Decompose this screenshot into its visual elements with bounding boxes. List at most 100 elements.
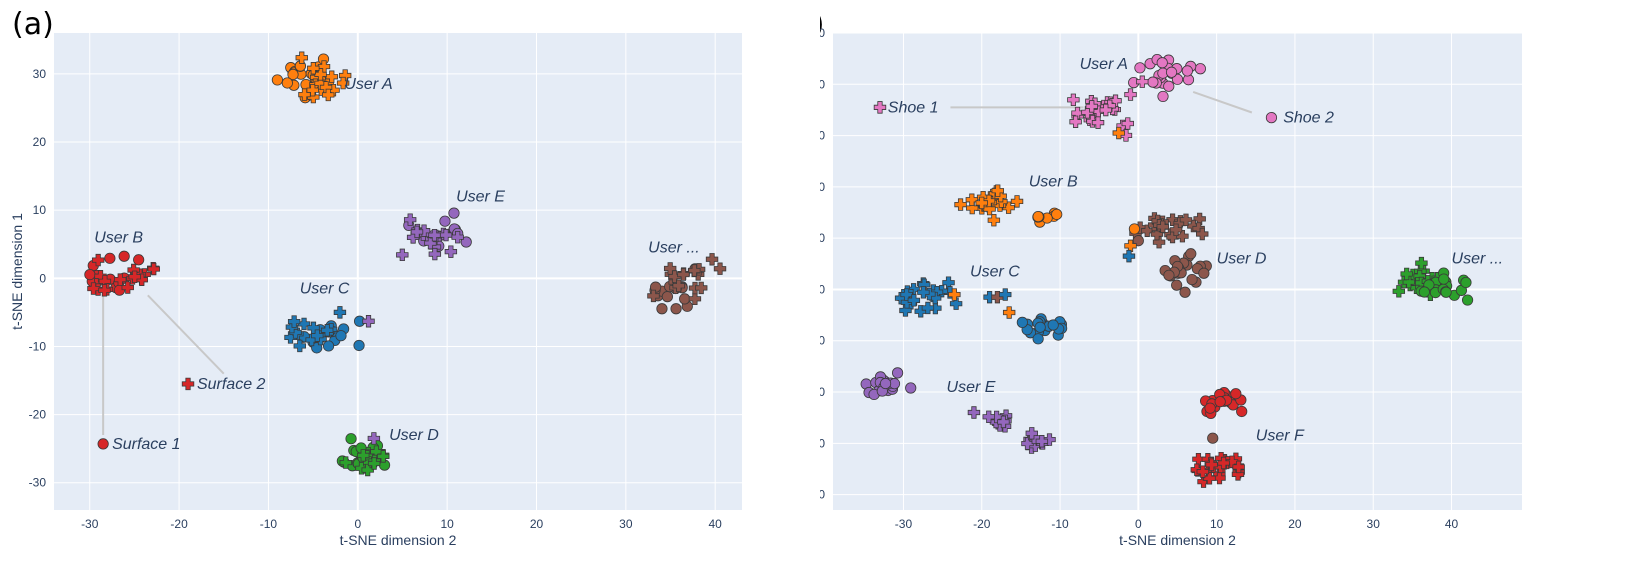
- data-point: [1214, 396, 1226, 408]
- annotation-label: User ...: [648, 240, 700, 257]
- y-tick-label: 30: [33, 67, 47, 81]
- data-point: [1103, 99, 1117, 113]
- x-tick-label: 30: [1367, 517, 1381, 531]
- data-point: [1124, 239, 1137, 253]
- data-point: [917, 286, 930, 299]
- data-point: [377, 450, 390, 463]
- data-point: [1192, 452, 1205, 466]
- data-point: [967, 406, 981, 419]
- data-point: [362, 315, 375, 328]
- x-tick-label: 20: [1288, 517, 1302, 531]
- data-point: [879, 377, 892, 390]
- x-tick-label: 40: [709, 517, 723, 531]
- data-point: [982, 410, 995, 423]
- data-point: [1236, 405, 1248, 418]
- data-point: [1157, 90, 1169, 103]
- x-tick-label: 0: [354, 517, 361, 531]
- data-point: [1438, 273, 1450, 285]
- data-point: [975, 196, 988, 210]
- data-point: [1141, 224, 1154, 237]
- annotation-label: Shoe 2: [1283, 110, 1334, 127]
- data-point: [987, 213, 1001, 227]
- data-point: [367, 432, 381, 445]
- grid-lines: [54, 33, 742, 510]
- data-point: [663, 262, 677, 275]
- data-point: [1124, 88, 1137, 101]
- data-points: [860, 53, 1474, 488]
- data-point: [181, 377, 195, 391]
- data-point: [147, 262, 160, 276]
- annotation-label: Surface 2: [197, 376, 266, 393]
- data-point: [1163, 269, 1175, 281]
- x-tick-label: 10: [440, 517, 454, 531]
- annotation-label: Surface 1: [112, 436, 180, 453]
- data-point: [335, 330, 347, 342]
- panel-label: (a): [12, 7, 54, 42]
- data-point: [1047, 319, 1059, 331]
- data-point: [448, 207, 460, 219]
- annotation-label: User A: [344, 76, 392, 93]
- data-point: [999, 288, 1012, 301]
- data-point: [1035, 435, 1049, 448]
- data-point: [311, 329, 324, 342]
- data-point: [1051, 208, 1063, 220]
- data-point: [1171, 279, 1183, 291]
- data-point: [403, 213, 417, 226]
- data-point: [271, 74, 283, 86]
- y-tick-label: -20: [820, 385, 825, 399]
- chart-panel-a: (a) -30 -20 -10 0 10 20 30 40 -30 -20 -10 0 10 20 30 t-S…: [0, 0, 790, 580]
- y-tick-label: 50: [820, 26, 825, 40]
- data-point: [1402, 275, 1415, 289]
- data-point: [688, 264, 701, 277]
- data-point: [1460, 276, 1472, 289]
- data-point: [1169, 223, 1183, 237]
- data-point: [1181, 65, 1193, 77]
- data-point: [1122, 249, 1136, 263]
- y-tick-label: 20: [820, 180, 825, 194]
- data-point: [1179, 213, 1193, 227]
- annotation-label: User E: [456, 189, 505, 206]
- scatter-chart-a: (a) -30 -20 -10 0 10 20 30 40 -30 -20 -10 0 10 20 30 t-S…: [9, 7, 742, 548]
- data-point: [1196, 465, 1210, 478]
- data-point: [97, 438, 109, 450]
- annotation-label: User D: [1217, 251, 1267, 268]
- data-point: [948, 288, 961, 301]
- data-point: [322, 88, 335, 102]
- data-point: [306, 83, 319, 97]
- chart-panel-b: (b) -30 -20 -10 0 10 20 30 40 -40 -30 -20 -10 0 10 20 30…: [820, 0, 1637, 580]
- data-point: [1134, 62, 1146, 74]
- data-point: [1091, 116, 1105, 129]
- y-tick-label: 0: [39, 271, 46, 285]
- data-point: [114, 273, 127, 286]
- data-point: [1067, 93, 1080, 107]
- data-point: [1069, 115, 1082, 128]
- annotation-label: User C: [970, 264, 1020, 281]
- y-tick-label: 20: [33, 135, 47, 149]
- data-point: [1121, 117, 1134, 130]
- connector-line: [1192, 91, 1253, 114]
- data-point: [133, 254, 145, 266]
- x-tick-label: 20: [530, 517, 544, 531]
- y-tick-label: -30: [820, 436, 825, 450]
- data-point: [287, 68, 299, 81]
- data-point: [1204, 402, 1216, 414]
- annotation-label: User C: [300, 281, 350, 298]
- plot-background: [54, 33, 742, 510]
- data-point: [1034, 321, 1046, 333]
- data-point: [281, 77, 293, 89]
- data-point: [994, 189, 1007, 203]
- data-point: [295, 51, 308, 64]
- data-point: [1400, 267, 1413, 281]
- data-point: [293, 339, 306, 353]
- data-point: [361, 463, 374, 477]
- data-point: [661, 291, 674, 303]
- y-axis-title: t-SNE dimension 1: [9, 213, 25, 330]
- data-point: [128, 270, 141, 284]
- data-point: [1112, 126, 1125, 140]
- data-point: [98, 284, 111, 297]
- data-point: [1109, 94, 1122, 107]
- data-point: [104, 252, 116, 264]
- data-point: [873, 101, 887, 114]
- data-point: [284, 331, 297, 344]
- data-point: [345, 433, 357, 445]
